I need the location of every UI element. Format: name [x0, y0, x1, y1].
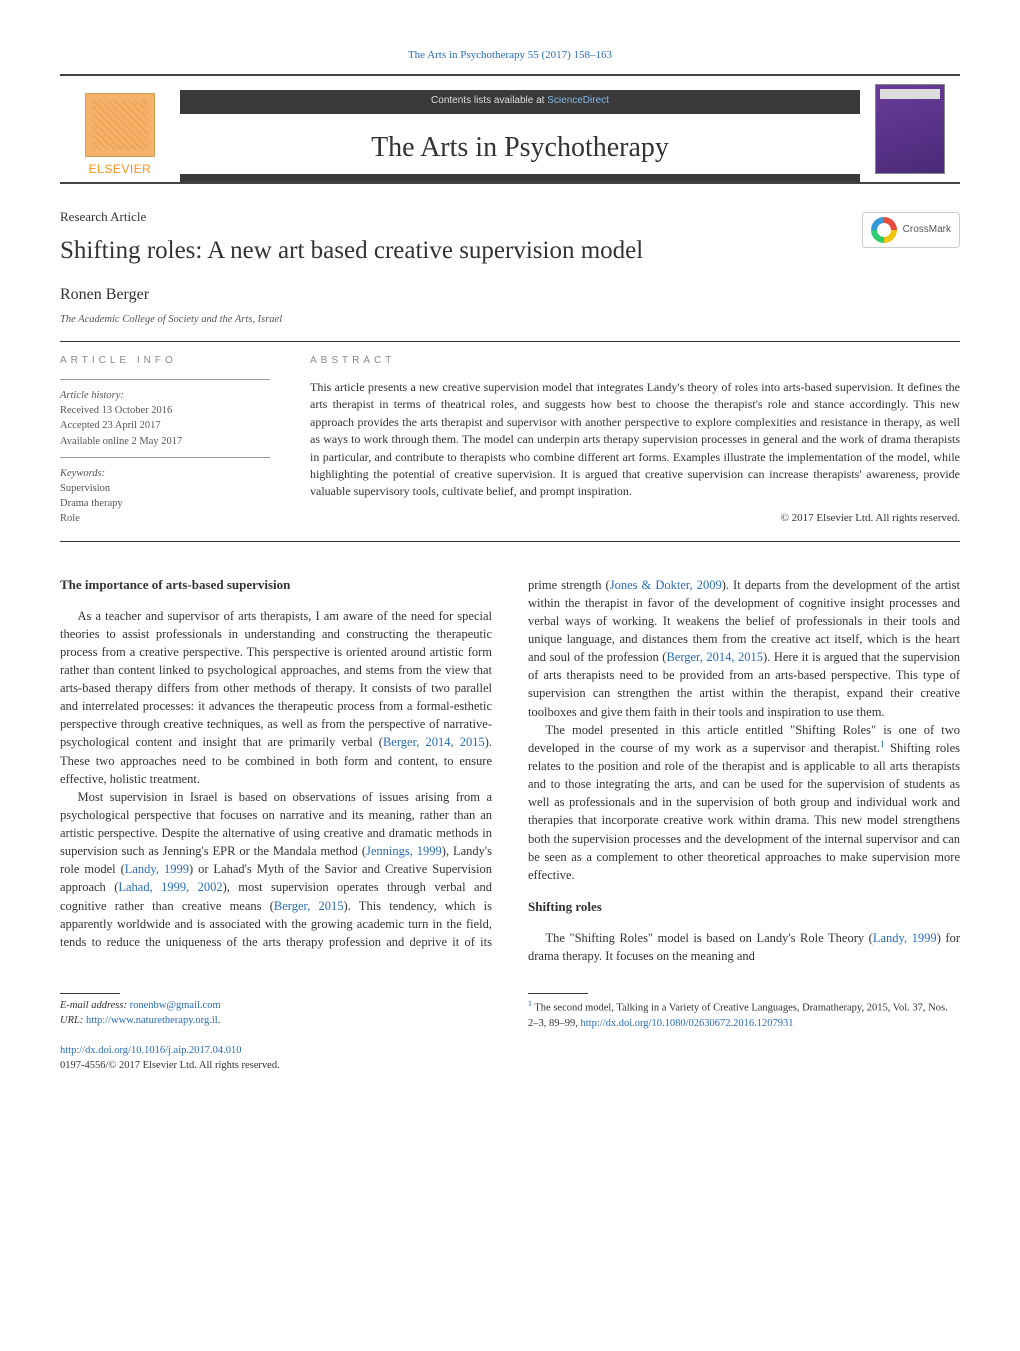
citation-header: The Arts in Psychotherapy 55 (2017) 158–…	[60, 48, 960, 64]
article-title: Shifting roles: A new art based creative…	[60, 233, 960, 269]
crossmark-label: CrossMark	[903, 223, 951, 238]
email-link[interactable]: ronenbw@gmail.com	[130, 1000, 221, 1011]
citation-link[interactable]: Berger, 2015	[274, 899, 344, 913]
history-received: Received 13 October 2016	[60, 403, 270, 418]
citation-link[interactable]: Lahad, 1999, 2002	[118, 880, 222, 894]
article-body: The importance of arts-based supervision…	[60, 576, 960, 965]
citation-link[interactable]: Landy, 1999	[873, 931, 937, 945]
url-label: URL:	[60, 1015, 86, 1026]
contents-text: Contents lists available at	[431, 94, 544, 109]
footer-right: 1 The second model, Talking in a Variety…	[528, 993, 960, 1073]
keyword: Role	[60, 511, 270, 526]
crossmark-icon	[871, 217, 897, 243]
article-type: Research Article	[60, 208, 960, 227]
keyword: Supervision	[60, 481, 270, 496]
citation-link[interactable]: Berger, 2014, 2015	[666, 650, 763, 664]
contents-bar: Contents lists available at ScienceDirec…	[180, 90, 860, 114]
journal-name: The Arts in Psychotherapy	[371, 128, 669, 169]
email-label: E-mail address:	[60, 1000, 130, 1011]
section-heading-importance: The importance of arts-based supervision	[60, 576, 492, 595]
footnote-doi-link[interactable]: http://dx.doi.org/10.1080/02630672.2016.…	[581, 1018, 794, 1029]
abstract-text: This article presents a new creative sup…	[310, 379, 960, 501]
banner-bottom-bar	[180, 174, 860, 182]
abstract-block: abstract This article presents a new cre…	[310, 354, 960, 526]
abstract-copyright: © 2017 Elsevier Ltd. All rights reserved…	[310, 511, 960, 527]
body-paragraph: As a teacher and supervisor of arts ther…	[60, 607, 492, 788]
author-affiliation: The Academic College of Society and the …	[60, 312, 960, 327]
history-online: Available online 2 May 2017	[60, 434, 270, 449]
issn-line: 0197-4556/© 2017 Elsevier Ltd. All right…	[60, 1058, 492, 1073]
body-paragraph: The model presented in this article enti…	[528, 721, 960, 884]
url-suffix: .	[218, 1015, 221, 1026]
keywords-label: Keywords:	[60, 466, 270, 481]
article-info-heading: article info	[60, 354, 270, 369]
author-url-link[interactable]: http://www.naturetherapy.org.il	[86, 1015, 218, 1026]
citation-link[interactable]: Landy, 1999	[125, 862, 189, 876]
author-name: Ronen Berger	[60, 283, 960, 306]
journal-banner: ELSEVIER Contents lists available at Sci…	[60, 74, 960, 184]
history-accepted: Accepted 23 April 2017	[60, 418, 270, 433]
history-label: Article history:	[60, 388, 270, 403]
keyword: Drama therapy	[60, 496, 270, 511]
citation-link[interactable]: Berger, 2014, 2015	[383, 735, 485, 749]
abstract-heading: abstract	[310, 354, 960, 369]
journal-cover-icon	[875, 84, 945, 174]
doi-link[interactable]: http://dx.doi.org/10.1016/j.aip.2017.04.…	[60, 1045, 242, 1056]
citation-link[interactable]: Jennings, 1999	[366, 844, 442, 858]
body-paragraph: The "Shifting Roles" model is based on L…	[528, 929, 960, 965]
crossmark-badge[interactable]: CrossMark	[862, 212, 960, 248]
publisher-name: ELSEVIER	[89, 161, 152, 178]
publisher-logo-block: ELSEVIER	[60, 76, 180, 182]
citation-link[interactable]: Jones & Dokter, 2009	[610, 578, 722, 592]
sciencedirect-link[interactable]: ScienceDirect	[547, 94, 609, 109]
article-info-block: article info Article history: Received 1…	[60, 354, 270, 526]
section-heading-shifting: Shifting roles	[528, 898, 960, 917]
rule-bottom	[60, 541, 960, 542]
footnote-marker: 1	[528, 999, 532, 1008]
elsevier-tree-icon	[85, 93, 155, 157]
citation-link[interactable]: The Arts in Psychotherapy 55 (2017) 158–…	[408, 49, 612, 61]
rule-top	[60, 341, 960, 342]
footer-left: E-mail address: ronenbw@gmail.com URL: h…	[60, 993, 492, 1073]
